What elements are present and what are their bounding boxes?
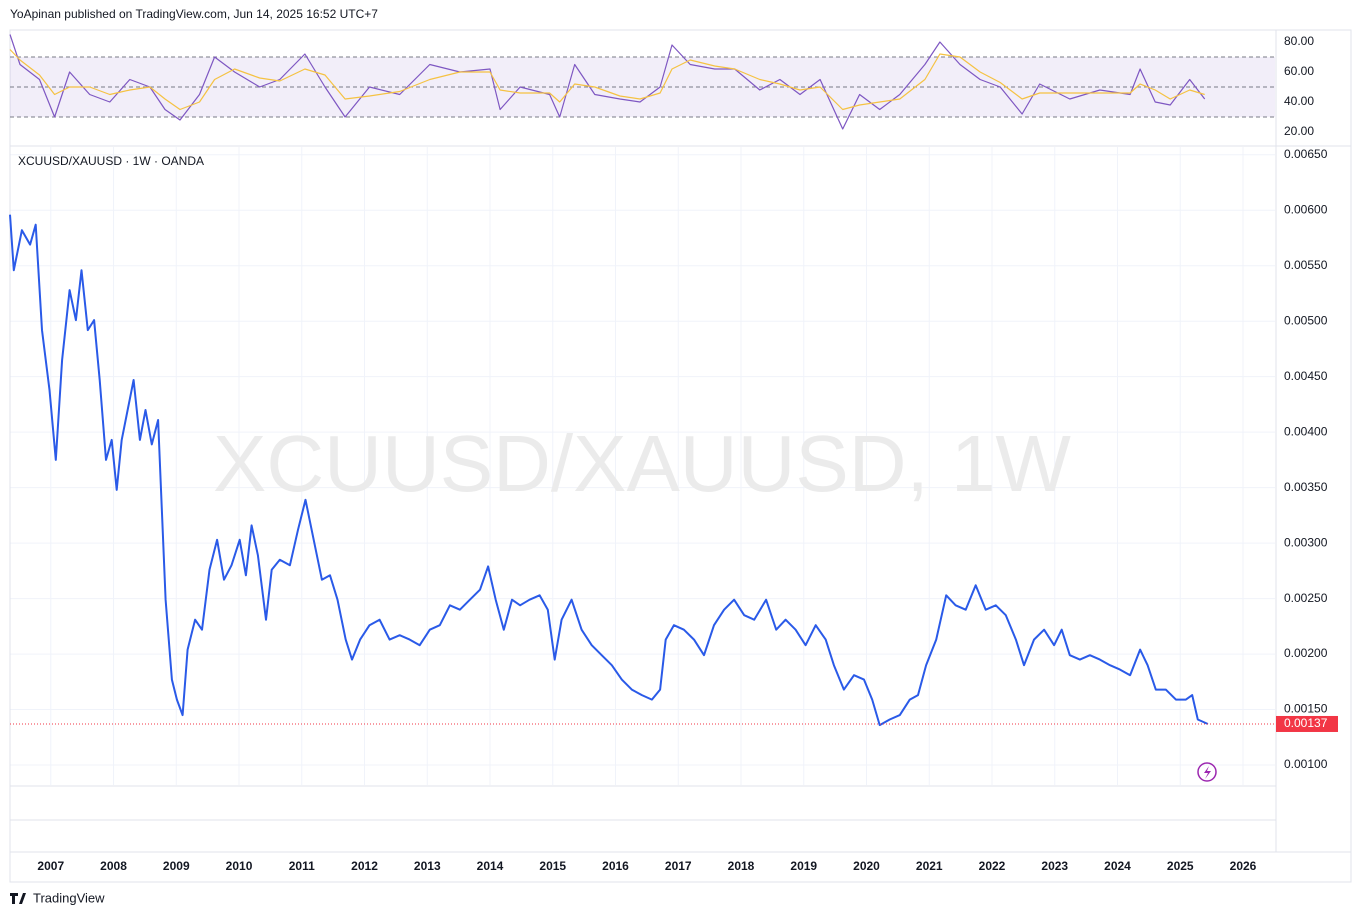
icon-circle[interactable] <box>1197 762 1217 782</box>
x-tick-label: 2007 <box>37 859 64 873</box>
x-tick-label: 2018 <box>728 859 755 873</box>
x-tick-label: 2025 <box>1167 859 1194 873</box>
x-tick-label: 2010 <box>226 859 253 873</box>
y-tick-label: 0.00550 <box>1284 258 1328 272</box>
y-tick-label: 60.00 <box>1284 64 1314 78</box>
x-tick-label: 2009 <box>163 859 190 873</box>
icon-bolt[interactable] <box>1204 766 1211 779</box>
x-tick-label: 2020 <box>853 859 880 873</box>
y-tick-label: 0.00600 <box>1284 202 1328 216</box>
y-tick-label: 0.00400 <box>1284 424 1328 438</box>
watermark: XCUUSD/XAUUSD, 1W <box>213 419 1071 508</box>
x-tick-label: 2008 <box>100 859 127 873</box>
x-tick-label: 2026 <box>1230 859 1257 873</box>
y-tick-label: 0.00500 <box>1284 313 1328 327</box>
lightning-icon[interactable] <box>1197 762 1217 782</box>
x-tick-label: 2021 <box>916 859 943 873</box>
series-line <box>9 34 1206 130</box>
y-tick-label: 0.00650 <box>1284 147 1328 161</box>
logo-mark <box>10 893 26 904</box>
y-tick-label: 0.00250 <box>1284 591 1328 605</box>
x-tick-label: 2013 <box>414 859 441 873</box>
x-tick-label: 2012 <box>351 859 378 873</box>
x-tick-label: 2016 <box>602 859 629 873</box>
x-tick-label: 2011 <box>289 859 315 873</box>
y-tick-label: 20.00 <box>1284 124 1314 138</box>
layers: XCUUSD/XAUUSD, 1W <box>10 147 1275 785</box>
price-line <box>9 214 1209 727</box>
x-tick-label: 2014 <box>477 859 504 873</box>
last-price-box <box>1276 715 1338 732</box>
y-tick-label: 0.00150 <box>1284 702 1328 716</box>
y-tick-label: 40.00 <box>1284 94 1314 108</box>
y-tick-label: 0.00200 <box>1284 646 1328 660</box>
y-tick-label: 80.00 <box>1284 34 1314 48</box>
x-tick-label: 2019 <box>790 859 817 873</box>
header: YoApinan published on TradingView.com, J… <box>10 7 378 21</box>
x-tick-label: 2017 <box>665 859 692 873</box>
y-tick-label: 0.00300 <box>1284 535 1328 549</box>
chart-frame <box>9 29 1352 883</box>
y-tick-label: 0.00350 <box>1284 480 1328 494</box>
footer-logo: TradingView <box>10 890 105 905</box>
series-line <box>9 49 1205 111</box>
x-tick-label: 2022 <box>979 859 1006 873</box>
y-tick-label: 0.00100 <box>1284 757 1328 771</box>
x-tick-label: 2023 <box>1041 859 1068 873</box>
x-tick-label: 2015 <box>539 859 566 873</box>
y-tick-label: 0.00450 <box>1284 369 1328 383</box>
symbol-title: XCUUSD/XAUUSD · 1W · OANDA <box>18 154 204 168</box>
x-tick-label: 2024 <box>1104 859 1131 873</box>
last-price-label: 0.00137 <box>1284 716 1328 730</box>
footer-text: TradingView <box>33 890 105 905</box>
